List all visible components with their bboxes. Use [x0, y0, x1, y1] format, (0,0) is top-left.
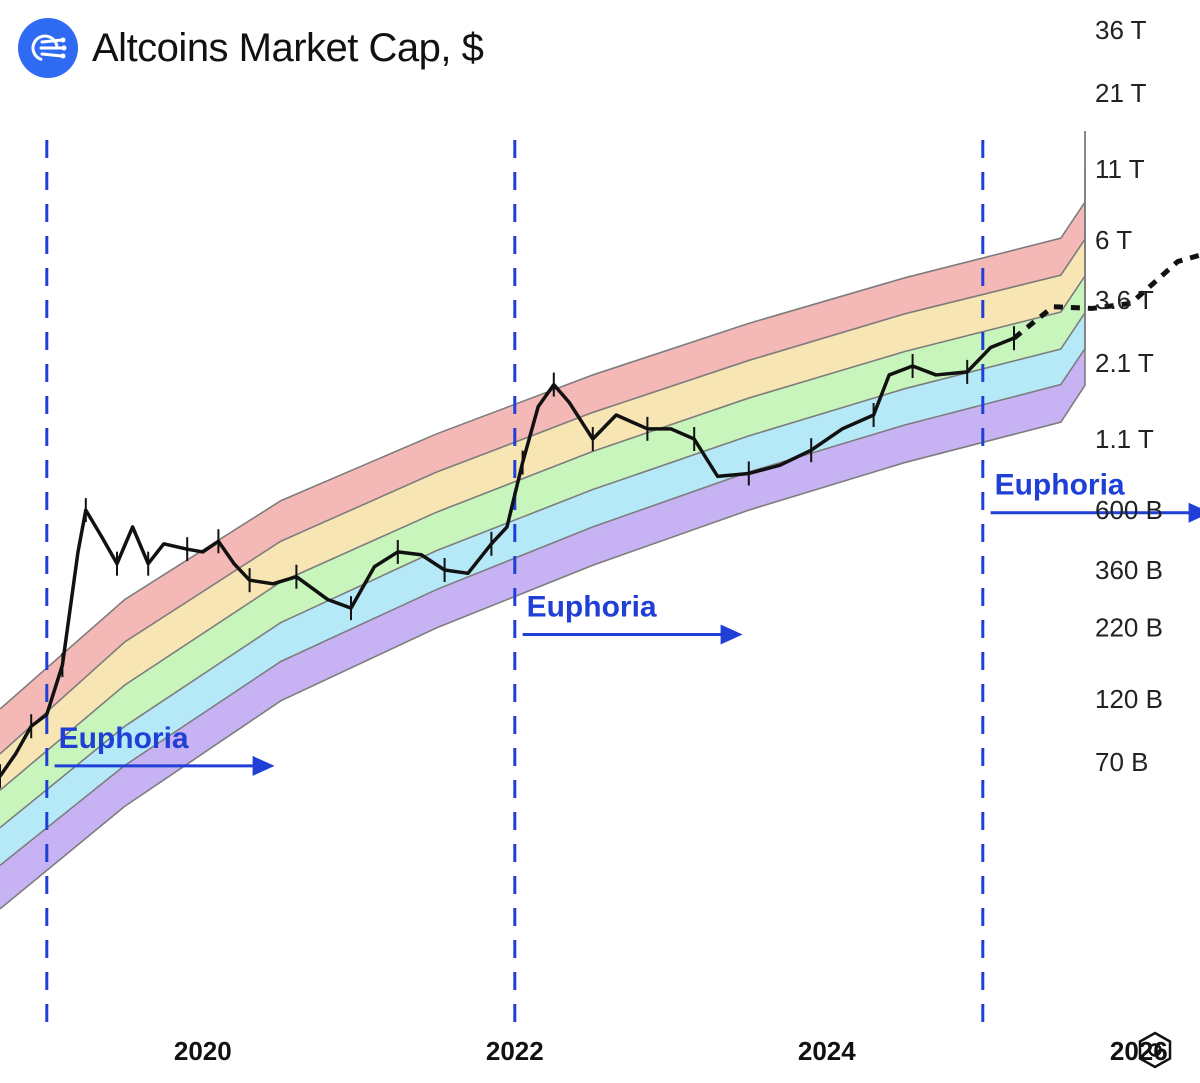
y-axis: 36 T 21 T 11 T 6 T 3.6 T 2.1 T 1.1 T 600 B 360 B…: [1095, 15, 1163, 777]
x-tick-label: 2020: [174, 1036, 232, 1066]
price-series: [0, 326, 1015, 789]
y-tick-label: 360 B: [1095, 555, 1163, 585]
cycle-lines: [45, 140, 985, 1030]
y-tick-label: 2.1 T: [1095, 348, 1154, 378]
x-tick-label: 2022: [486, 1036, 544, 1066]
hexagon-settings-icon[interactable]: [1138, 1031, 1172, 1069]
x-axis: 20202022202420262028: [174, 1036, 1168, 1066]
y-tick-label: 120 B: [1095, 684, 1163, 714]
x-tick-label: 2024: [798, 1036, 856, 1066]
y-tick-label: 3.6 T: [1095, 285, 1154, 315]
euphoria-annotations: Euphoria Euphoria Euphoria: [54, 469, 1200, 776]
projection-line: [1012, 252, 1200, 341]
band-border: [0, 312, 1086, 910]
y-tick-label: 1.1 T: [1095, 424, 1154, 454]
y-tick-label: 70 B: [1095, 747, 1149, 777]
y-tick-label: 36 T: [1095, 15, 1147, 45]
euphoria-label: Euphoria: [527, 591, 657, 624]
y-tick-label: 11 T: [1095, 154, 1145, 184]
waves-icon[interactable]: [18, 18, 78, 78]
y-tick-label: 21 T: [1095, 78, 1147, 108]
y-tick-label: 600 B: [1095, 495, 1163, 525]
projection-series: [1012, 252, 1200, 341]
euphoria-arrowhead: [252, 755, 275, 776]
euphoria-label: Euphoria: [59, 722, 189, 755]
rainbow-bands: [0, 131, 1086, 910]
y-tick-label: 220 B: [1095, 613, 1163, 643]
y-tick-label: 6 T: [1095, 225, 1132, 255]
euphoria-label: Euphoria: [995, 469, 1125, 502]
chart-title: Altcoins Market Cap, $: [92, 25, 484, 70]
euphoria-arrowhead: [1188, 502, 1200, 523]
chart-header: Altcoins Market Cap, $: [18, 18, 484, 78]
euphoria-arrowhead: [720, 624, 743, 645]
